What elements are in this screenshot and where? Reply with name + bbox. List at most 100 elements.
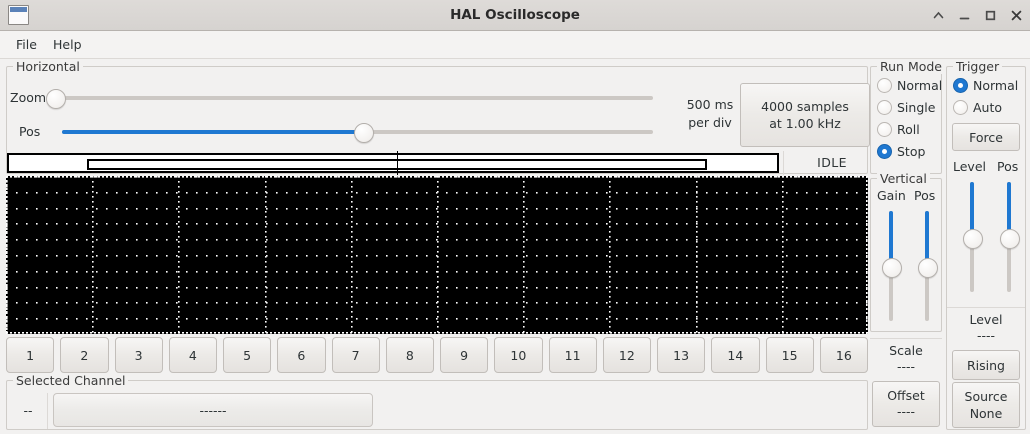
vertical-pos-fill — [925, 211, 929, 267]
channel-button-4[interactable]: 4 — [168, 337, 217, 373]
trigger-source-label: Source — [964, 389, 1008, 404]
channel-button-16[interactable]: 16 — [819, 337, 868, 373]
trigger-slope-button[interactable]: Rising — [952, 350, 1020, 380]
radio-icon[interactable] — [877, 78, 892, 93]
horizontal-extent-row: IDLE — [6, 151, 868, 175]
channel-button-9[interactable]: 9 — [440, 337, 489, 373]
vertical-group: Vertical Gain Pos — [870, 171, 942, 332]
trigger-mode-normal[interactable]: Normal — [953, 78, 1018, 93]
zoom-slider-handle[interactable] — [46, 89, 66, 109]
channel-button-label: 8 — [405, 347, 414, 363]
trigger-level-fill — [970, 182, 974, 238]
channel-button-label: 7 — [351, 347, 360, 363]
channel-button-7[interactable]: 7 — [331, 337, 380, 373]
channel-button-1[interactable]: 1 — [6, 337, 55, 373]
channel-button-label: 12 — [618, 347, 635, 363]
sample-rate-button[interactable]: 4000 samples at 1.00 kHz — [740, 83, 870, 147]
run-mode-stop[interactable]: Stop — [877, 144, 925, 159]
sample-count-label: 4000 samples — [761, 99, 849, 114]
channel-button-label: 2 — [80, 347, 89, 363]
vertical-offset-label: Offset — [887, 388, 925, 403]
run-mode-single[interactable]: Single — [877, 100, 935, 115]
channel-button-11[interactable]: 11 — [548, 337, 597, 373]
channel-button-15[interactable]: 15 — [765, 337, 814, 373]
minimize-button[interactable] — [957, 8, 972, 23]
channel-button-6[interactable]: 6 — [277, 337, 326, 373]
vertical-gain-label: Gain — [877, 188, 906, 203]
selected-channel-combo[interactable]: ------ — [53, 393, 373, 427]
window-title: HAL Oscilloscope — [450, 7, 580, 23]
radio-icon[interactable] — [953, 100, 968, 115]
vertical-scale-label: Scale — [889, 343, 923, 358]
run-mode-title: Run Mode — [877, 59, 945, 74]
horizontal-group: Horizontal — [6, 59, 868, 174]
run-mode-normal[interactable]: Normal — [877, 78, 942, 93]
window-controls — [931, 0, 1024, 31]
channel-button-label: 1 — [26, 347, 35, 363]
vertical-pos-slider[interactable] — [918, 211, 938, 321]
zoom-slider[interactable] — [46, 89, 653, 109]
time-per-div-value: 500 ms — [686, 97, 734, 112]
trigger-pos-handle[interactable] — [1000, 229, 1020, 249]
radio-icon-selected[interactable] — [953, 78, 968, 93]
trigger-position-marker — [397, 151, 398, 175]
trigger-level-readout-label: Level — [969, 312, 1003, 327]
selected-channel-separator — [47, 393, 48, 429]
channel-button-5[interactable]: 5 — [223, 337, 272, 373]
vertical-scale-value: ---- — [896, 359, 916, 374]
vertical-offset-value: ---- — [896, 404, 916, 419]
record-extent-bar[interactable] — [7, 153, 779, 173]
channel-button-row: 1 2 3 4 5 6 7 8 9 10 11 12 13 14 15 16 — [6, 337, 868, 375]
vertical-gain-handle[interactable] — [882, 258, 902, 278]
extent-separator — [783, 151, 784, 175]
run-mode-roll[interactable]: Roll — [877, 122, 920, 137]
trigger-level-handle[interactable] — [963, 229, 983, 249]
horizontal-pos-label: Pos — [19, 124, 41, 139]
channel-button-3[interactable]: 3 — [114, 337, 163, 373]
horizontal-group-title: Horizontal — [13, 59, 83, 74]
trigger-source-value: None — [969, 406, 1003, 421]
shade-button[interactable] — [931, 8, 946, 23]
channel-button-label: 10 — [510, 347, 527, 363]
channel-button-12[interactable]: 12 — [602, 337, 651, 373]
menu-item-help[interactable]: Help — [53, 37, 82, 52]
trigger-mode-auto[interactable]: Auto — [953, 100, 1002, 115]
trigger-force-button[interactable]: Force — [952, 123, 1020, 151]
trigger-source-button[interactable]: Source None — [952, 382, 1020, 428]
zoom-label: Zoom — [10, 90, 47, 105]
zoom-slider-track[interactable] — [55, 96, 653, 100]
channel-button-label: 6 — [297, 347, 306, 363]
run-mode-single-label: Single — [897, 100, 936, 115]
menu-item-file[interactable]: File — [16, 37, 37, 52]
trigger-level-slider-label: Level — [953, 159, 986, 174]
vertical-scale-readout: Scale ---- — [870, 343, 942, 375]
channel-button-13[interactable]: 13 — [657, 337, 706, 373]
trigger-level-slider[interactable] — [963, 182, 983, 292]
vertical-offset-button[interactable]: Offset ---- — [872, 381, 940, 427]
radio-icon[interactable] — [877, 100, 892, 115]
radio-icon[interactable] — [877, 122, 892, 137]
radio-icon-selected[interactable] — [877, 144, 892, 159]
channel-button-label: 16 — [835, 347, 852, 363]
channel-button-2[interactable]: 2 — [60, 337, 109, 373]
channel-button-14[interactable]: 14 — [711, 337, 760, 373]
channel-button-10[interactable]: 10 — [494, 337, 543, 373]
scope-display[interactable] — [6, 176, 868, 334]
trigger-force-label: Force — [969, 129, 1003, 145]
vertical-pos-handle[interactable] — [918, 258, 938, 278]
trigger-pos-slider[interactable] — [1000, 182, 1020, 292]
channel-button-label: 3 — [134, 347, 143, 363]
scope-grid — [6, 176, 868, 334]
trigger-level-readout-value: ---- — [976, 328, 996, 343]
maximize-button[interactable] — [983, 8, 998, 23]
vertical-group-title: Vertical — [877, 171, 930, 186]
channel-button-8[interactable]: 8 — [385, 337, 434, 373]
vertical-pos-label: Pos — [914, 188, 936, 203]
vertical-gain-slider[interactable] — [882, 211, 902, 321]
selected-channel-group: Selected Channel -- ------ — [6, 373, 868, 430]
selected-channel-index: -- — [23, 403, 33, 418]
horizontal-pos-slider-handle[interactable] — [354, 123, 375, 143]
horizontal-pos-slider[interactable] — [62, 123, 653, 143]
close-button[interactable] — [1009, 8, 1024, 23]
